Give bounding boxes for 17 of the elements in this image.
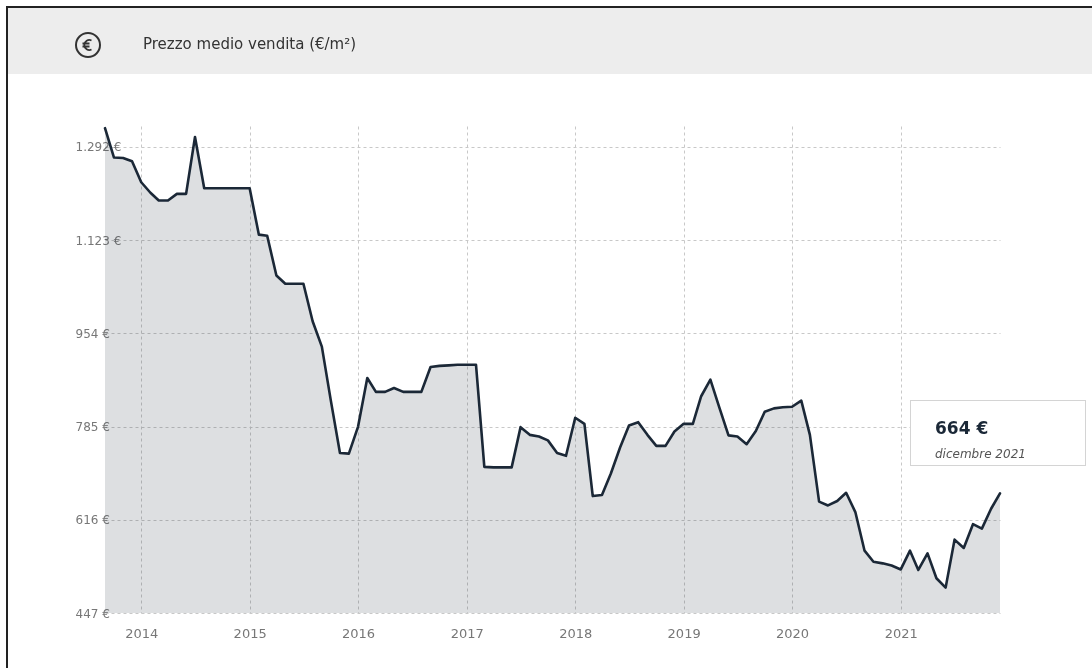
y-tick-label: 1.123 € xyxy=(75,233,122,248)
y-tick-label: 954 € xyxy=(75,326,110,341)
annotation: 664 € xyxy=(935,418,989,438)
y-tick-label: 785 € xyxy=(75,420,110,435)
x-tick-label: 2019 xyxy=(667,625,701,641)
x-tick-label: 2021 xyxy=(884,625,918,641)
x-tick-label: 2016 xyxy=(342,625,376,641)
y-tick-label: 447 € xyxy=(75,606,110,621)
annotation: dicembre 2021 xyxy=(935,447,1026,461)
x-tick-label: 2020 xyxy=(776,625,810,641)
y-tick-label: 616 € xyxy=(75,513,110,528)
chart-title: Prezzo medio vendita (€/m²) xyxy=(143,35,357,53)
x-tick-label: 2017 xyxy=(450,625,484,641)
x-tick-label: 2015 xyxy=(233,625,267,641)
x-tick-label: 2018 xyxy=(559,625,593,641)
y-tick-label: 1.292 € xyxy=(75,140,122,155)
x-tick-label: 2014 xyxy=(125,625,159,641)
